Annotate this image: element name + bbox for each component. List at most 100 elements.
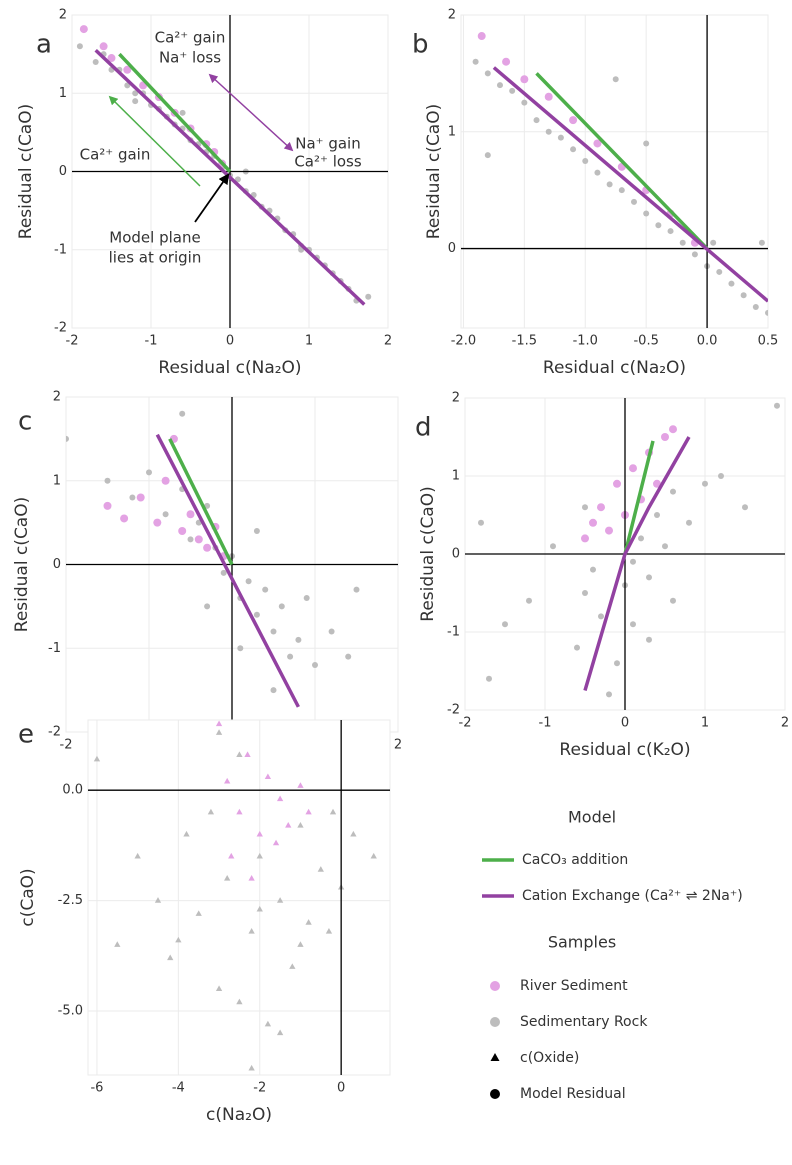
- point: [716, 268, 723, 275]
- point: [295, 636, 302, 643]
- x-tick-label: 0: [226, 334, 234, 349]
- model-line: [535, 72, 709, 250]
- point: [662, 543, 668, 550]
- point: [630, 198, 637, 205]
- annotation: Ca²⁺ loss: [294, 153, 362, 171]
- point: [582, 590, 588, 596]
- annotation: Na⁺ gain: [295, 135, 361, 153]
- point: [276, 897, 284, 903]
- point: [287, 653, 294, 660]
- x-tick-label: -2: [60, 738, 73, 753]
- annotation: lies at origin: [109, 249, 202, 267]
- point: [702, 480, 708, 487]
- point: [486, 675, 492, 682]
- point: [614, 660, 620, 667]
- point: [248, 927, 255, 934]
- point: [270, 628, 277, 635]
- point: [187, 536, 194, 543]
- point: [691, 251, 698, 258]
- point: [317, 866, 324, 872]
- legend-label: c(Oxide): [520, 1050, 579, 1066]
- point: [186, 510, 195, 519]
- legend-swatch: [490, 1053, 500, 1061]
- x-axis-label: c(Na₂O): [206, 1105, 272, 1125]
- point: [167, 954, 174, 961]
- point: [582, 157, 589, 164]
- point: [574, 644, 580, 651]
- point: [175, 936, 182, 943]
- panel-label: d: [415, 413, 432, 443]
- arrow: [194, 173, 230, 223]
- point: [224, 777, 231, 784]
- point: [215, 720, 223, 727]
- legend-label: Sedimentary Rock: [520, 1014, 648, 1030]
- point: [509, 87, 516, 94]
- point: [329, 808, 337, 815]
- point: [276, 1029, 284, 1036]
- point: [66, 435, 69, 442]
- model-line: [492, 66, 768, 303]
- model-line: [118, 52, 232, 173]
- point: [646, 574, 652, 581]
- point: [569, 116, 578, 125]
- point: [477, 32, 486, 41]
- annotation: Model plane: [109, 229, 200, 247]
- y-axis-label: Residual c(CaO): [418, 486, 438, 621]
- point: [613, 479, 621, 488]
- point: [370, 852, 377, 859]
- point: [655, 222, 662, 229]
- x-tick-label: 2: [394, 738, 402, 753]
- point: [305, 808, 312, 815]
- point: [653, 479, 661, 488]
- point: [93, 755, 101, 762]
- x-tick-label: -1: [145, 334, 158, 349]
- point: [179, 410, 186, 417]
- point: [228, 852, 235, 859]
- point: [256, 830, 263, 837]
- point: [472, 58, 479, 65]
- x-tick-label: 1: [701, 716, 709, 731]
- point: [545, 128, 552, 135]
- point: [132, 98, 139, 105]
- point: [248, 875, 255, 881]
- model-line: [94, 48, 366, 306]
- y-tick-label: 2: [452, 391, 460, 406]
- point: [502, 621, 508, 628]
- point: [234, 176, 241, 183]
- panel: -2 -1 0 1 2 -2 -1 0 1 2 d Residual c(K₂O) Residual c…: [415, 391, 789, 761]
- y-tick-label: 0: [53, 557, 61, 572]
- y-tick-label: -1: [447, 625, 460, 640]
- x-tick-label: 0: [337, 1081, 345, 1096]
- point: [194, 535, 203, 544]
- point: [256, 905, 263, 912]
- point: [289, 963, 296, 969]
- point: [550, 543, 556, 550]
- y-tick-label: -2.5: [58, 893, 83, 908]
- y-tick-label: 1: [59, 86, 67, 101]
- legend-label: Cation Exchange (Ca²⁺ ⇌ 2Na⁺): [522, 888, 743, 904]
- point: [582, 504, 588, 511]
- point: [598, 613, 604, 620]
- point: [350, 830, 357, 837]
- point: [345, 653, 352, 660]
- point: [195, 910, 202, 916]
- point: [597, 503, 605, 512]
- model-line: [583, 436, 691, 691]
- point: [215, 729, 223, 735]
- point: [129, 494, 136, 501]
- point: [256, 852, 263, 859]
- annotation: Ca²⁺ gain: [80, 146, 151, 164]
- y-tick-label: 0.0: [62, 783, 83, 798]
- annotation: Ca²⁺ gain: [155, 29, 226, 47]
- point: [253, 528, 260, 534]
- panel-label: b: [412, 30, 429, 60]
- point: [629, 464, 637, 473]
- point: [643, 210, 650, 217]
- point: [107, 54, 116, 63]
- point: [305, 919, 312, 925]
- point: [297, 941, 304, 947]
- point: [670, 597, 676, 604]
- point: [606, 691, 612, 698]
